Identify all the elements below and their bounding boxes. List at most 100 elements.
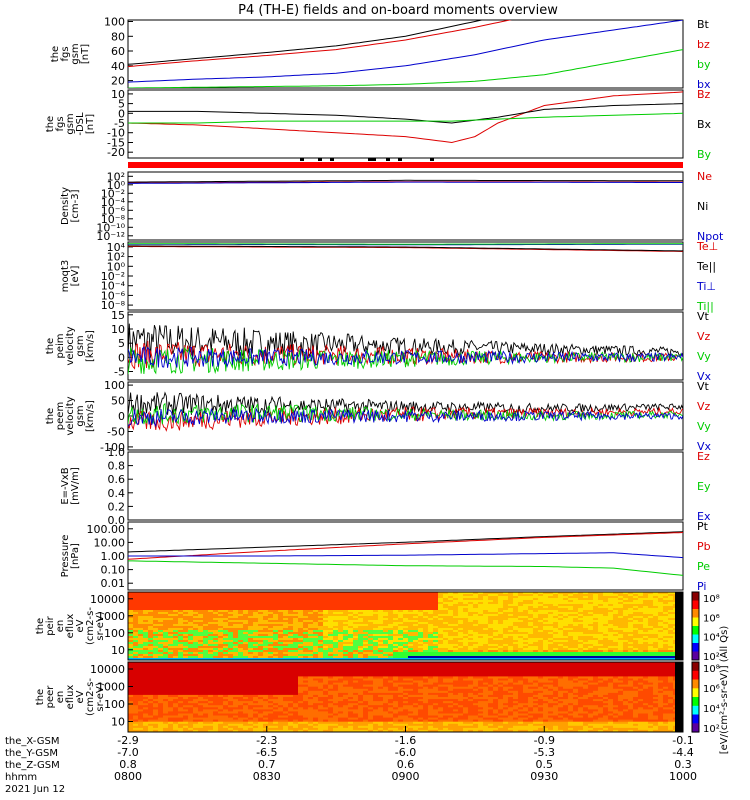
- series-line-Ni: [128, 179, 683, 183]
- series-line-Pe: [128, 560, 683, 576]
- colorbar-segment: [692, 662, 699, 672]
- legend-label: By: [697, 148, 712, 161]
- mode-bar: [128, 158, 683, 168]
- y-axis-label: peim: [55, 333, 66, 358]
- date-label: 2021 Jun 12: [5, 784, 65, 795]
- x-tick-label: 0830: [253, 770, 281, 783]
- colorbar-tick-label: 10⁶: [703, 613, 720, 624]
- x-tick-label: -6.0: [395, 746, 416, 759]
- legend-label: Ti⊥: [696, 280, 716, 293]
- series-line-Bx: [128, 103, 683, 124]
- y-tick-label: -15: [107, 137, 125, 150]
- colorbar-segment: [692, 617, 699, 627]
- y-tick-label: 0.10: [101, 564, 126, 577]
- legend-label: Npot: [697, 230, 724, 243]
- y-axis-label: the: [50, 46, 61, 62]
- colorbar-segment: [692, 626, 699, 635]
- legend-label: Bt: [697, 18, 710, 31]
- y-tick-label: 1.00: [101, 550, 126, 563]
- y-tick-label: 100: [104, 16, 125, 29]
- colorbar-frame: [691, 591, 700, 661]
- panel-frame: [127, 591, 684, 661]
- x-tick-label: -2.9: [117, 734, 138, 747]
- y-axis-label: peer: [45, 685, 56, 709]
- legend-label: Vy: [697, 420, 711, 433]
- y-tick-label: 1000: [97, 681, 125, 694]
- panel-9: 10⁸ 10⁶ 10⁴ 10² 10 100 1000 10000 the peir en eflux…: [35, 591, 720, 663]
- y-axis-label: gsm: [70, 43, 81, 64]
- series-group: [128, 323, 683, 375]
- panel-frame: [127, 19, 684, 89]
- series-line-Bt: [128, 20, 485, 65]
- y-tick-label: -5: [114, 366, 125, 379]
- panel-frame: [127, 89, 684, 159]
- legend-label: Vz: [697, 400, 711, 413]
- mode-bar-mark: [318, 158, 322, 161]
- y-tick-label: 10⁻⁸: [101, 299, 126, 312]
- y-tick-label: 10: [111, 88, 125, 101]
- data-gap-strip: [675, 662, 683, 732]
- y-axis-label: Density: [60, 187, 71, 225]
- y-tick-label: 10⁰: [107, 179, 126, 192]
- y-tick-label: -100: [100, 441, 125, 454]
- y-tick-label: 10⁰: [107, 260, 126, 273]
- y-tick-label: 10: [111, 644, 125, 657]
- y-tick-label: 10.00: [94, 536, 126, 549]
- panel-frame: [127, 241, 684, 311]
- y-tick-label: 1.0: [108, 446, 126, 459]
- y-axis-label: [mV/m]: [70, 467, 81, 505]
- legend-label: Vt: [697, 310, 710, 323]
- y-axis-label: (cm2-s-: [85, 678, 96, 716]
- y-axis-label: Pressure: [60, 535, 71, 578]
- x-tick-label: -7.0: [117, 746, 138, 759]
- x-tick-label: -5.3: [534, 746, 555, 759]
- panel-10: 10⁸ 10⁶ 10⁴ 10² 10 100 1000 10000 the peer en eflux…: [35, 661, 720, 735]
- legend-label: Ez: [697, 450, 710, 463]
- y-tick-label: -10: [107, 127, 125, 140]
- colorbar-frame: [691, 661, 700, 733]
- colorbar-tick-label: 10⁴: [703, 704, 720, 715]
- y-axis-label: moqt3: [60, 260, 71, 293]
- legend-label: Ex: [697, 510, 711, 523]
- y-axis-label: eV: [75, 690, 86, 703]
- legend-label: by: [697, 58, 711, 71]
- y-axis-label: [km/s]: [85, 400, 96, 432]
- y-tick-label: 0.6: [108, 473, 126, 486]
- y-tick-label: 10⁻¹²: [96, 230, 125, 243]
- y-tick-label: 0.4: [108, 487, 126, 500]
- colorbar-segment: [692, 670, 699, 681]
- y-tick-label: 10⁻⁸: [101, 213, 126, 226]
- y-axis-label: en: [55, 620, 66, 633]
- y-tick-label: 40: [111, 60, 125, 73]
- x-tick-label: 0800: [114, 770, 142, 783]
- y-tick-label: 10²: [107, 251, 125, 264]
- y-axis-label: [nPa]: [70, 543, 81, 569]
- y-tick-label: 100.00: [87, 523, 126, 536]
- legend-label: Vy: [697, 350, 711, 363]
- x-tick-label: -4.4: [672, 746, 693, 759]
- mode-bar-mark: [398, 158, 402, 161]
- y-tick-label: 0: [118, 351, 125, 364]
- figure-title: P4 (TH-E) fields and on-board moments ov…: [238, 3, 558, 18]
- series-line-Pb: [128, 532, 683, 560]
- panel-frame: [127, 451, 684, 521]
- panel-7: 0.00.20.40.60.81.0 E=-VxB [mV/m] Ez Ey Ex: [60, 446, 711, 527]
- y-axis-label: [nT]: [80, 44, 91, 64]
- panel-6: -100 -50 0 50 100 the peem velocity gsm [km/s] Vt V…: [45, 379, 712, 454]
- y-axis-label: eflux: [65, 685, 76, 710]
- series-line-Vx: [128, 346, 683, 369]
- colorbar-segment: [692, 600, 699, 610]
- y-tick-label: 10⁴: [107, 241, 126, 254]
- series-line-Te||: [128, 245, 683, 252]
- colorbar-tick-label: 10⁶: [703, 684, 720, 695]
- legend-label: Pi: [697, 580, 706, 593]
- series-group: [128, 391, 683, 432]
- colorbar-segment: [692, 651, 699, 661]
- x-tick-label: 0.8: [119, 758, 137, 771]
- colorbar-segment: [692, 634, 699, 644]
- y-tick-label: 10⁻¹⁰: [96, 221, 125, 234]
